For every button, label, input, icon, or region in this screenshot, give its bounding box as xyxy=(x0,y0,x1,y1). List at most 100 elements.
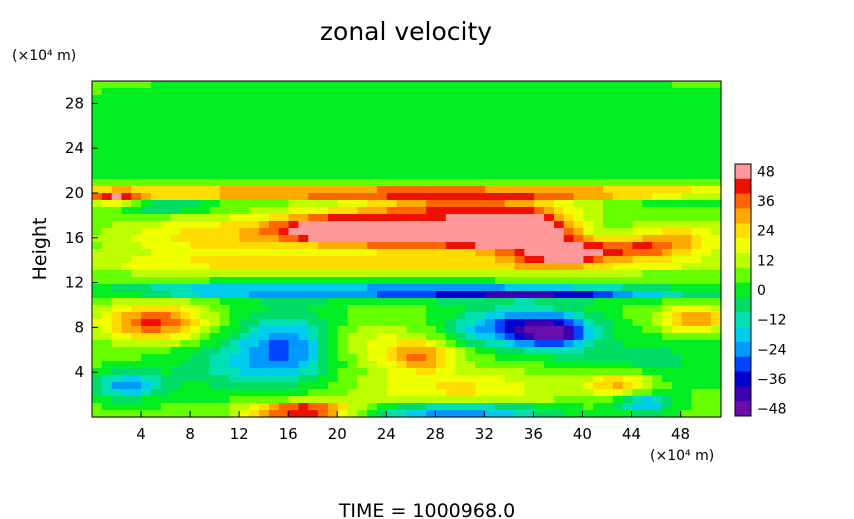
heatmap-cell xyxy=(426,368,437,376)
heatmap-cell xyxy=(239,165,250,173)
heatmap-cell xyxy=(209,116,221,124)
heatmap-cell xyxy=(249,102,260,110)
heatmap-cell xyxy=(101,361,113,369)
heatmap-cell xyxy=(288,179,299,187)
heatmap-cell xyxy=(288,144,299,152)
heatmap-cell xyxy=(131,95,142,103)
heatmap-cell xyxy=(504,368,516,376)
heatmap-cell xyxy=(445,172,457,180)
heatmap-cell xyxy=(662,249,673,257)
heatmap-cell xyxy=(298,95,309,103)
heatmap-cell xyxy=(711,389,722,397)
heatmap-cell xyxy=(652,326,663,334)
heatmap-cell xyxy=(92,214,103,222)
heatmap-cell xyxy=(150,305,162,313)
heatmap-cell xyxy=(445,270,457,278)
heatmap-cell xyxy=(180,291,191,299)
heatmap-cell xyxy=(200,200,211,208)
heatmap-cell xyxy=(455,158,467,166)
heatmap-cell xyxy=(406,361,417,369)
heatmap-cell xyxy=(347,123,358,131)
heatmap-cell xyxy=(386,130,398,138)
heatmap-cell xyxy=(268,382,280,390)
heatmap-cell xyxy=(445,179,457,187)
heatmap-cell xyxy=(160,340,172,348)
heatmap-cell xyxy=(514,193,526,201)
heatmap-cell xyxy=(632,284,643,292)
heatmap-cell xyxy=(278,158,290,166)
heatmap-cell xyxy=(514,396,526,404)
heatmap-cell xyxy=(111,179,123,187)
heatmap-cell xyxy=(475,263,486,271)
heatmap-cell xyxy=(445,410,457,418)
heatmap-cell xyxy=(711,270,722,278)
heatmap-cell xyxy=(553,88,565,96)
heatmap-cell xyxy=(642,179,653,187)
heatmap-cell xyxy=(573,291,585,299)
heatmap-cell xyxy=(514,333,526,341)
heatmap-cell xyxy=(92,298,103,306)
heatmap-cell xyxy=(622,186,634,194)
heatmap-cell xyxy=(111,305,123,313)
heatmap-cell xyxy=(347,284,358,292)
heatmap-cell xyxy=(249,368,260,376)
heatmap-cell xyxy=(101,410,113,418)
heatmap-cell xyxy=(632,102,643,110)
heatmap-cell xyxy=(337,354,349,362)
heatmap-cell xyxy=(101,263,113,271)
heatmap-cell xyxy=(259,130,270,138)
heatmap-cell xyxy=(711,88,722,96)
heatmap-cell xyxy=(249,389,260,397)
heatmap-cell xyxy=(170,249,182,257)
heatmap-cell xyxy=(435,410,447,418)
heatmap-cell xyxy=(239,207,250,215)
heatmap-cell xyxy=(485,172,496,180)
heatmap-cell xyxy=(318,277,329,285)
heatmap-cell xyxy=(367,130,378,138)
heatmap-cell xyxy=(180,270,191,278)
heatmap-cell xyxy=(475,319,486,327)
heatmap-cell xyxy=(445,137,457,145)
heatmap-cell xyxy=(170,305,182,313)
heatmap-cell xyxy=(308,109,319,117)
heatmap-cell xyxy=(396,291,408,299)
heatmap-cell xyxy=(544,165,555,173)
heatmap-cell xyxy=(622,242,634,250)
heatmap-cell xyxy=(357,130,368,138)
heatmap-cell xyxy=(200,144,211,152)
heatmap-cell xyxy=(553,298,565,306)
heatmap-cell xyxy=(278,270,290,278)
heatmap-cell xyxy=(573,389,585,397)
heatmap-cell xyxy=(249,242,260,250)
heatmap-cell xyxy=(150,319,162,327)
heatmap-cell xyxy=(111,249,123,257)
heatmap-cell xyxy=(691,361,702,369)
heatmap-cell xyxy=(396,361,408,369)
heatmap-cell xyxy=(642,382,653,390)
heatmap-cell xyxy=(603,319,614,327)
heatmap-cell xyxy=(573,354,585,362)
heatmap-cell xyxy=(455,228,467,236)
heatmap-cell xyxy=(475,228,486,236)
heatmap-cell xyxy=(632,389,643,397)
heatmap-cell xyxy=(494,270,506,278)
heatmap-cell xyxy=(711,333,722,341)
heatmap-cell xyxy=(308,144,319,152)
heatmap-cell xyxy=(426,242,437,250)
heatmap-cell xyxy=(377,263,388,271)
heatmap-cell xyxy=(642,270,653,278)
heatmap-cell xyxy=(377,81,388,89)
heatmap-cell xyxy=(691,389,702,397)
heatmap-cell xyxy=(141,221,152,229)
heatmap-cell xyxy=(553,410,565,418)
x-tick-label: 44 xyxy=(622,425,641,443)
heatmap-cell xyxy=(170,235,182,243)
heatmap-cell xyxy=(435,312,447,320)
heatmap-cell xyxy=(701,116,712,124)
heatmap-cell xyxy=(671,298,683,306)
heatmap-cell xyxy=(426,347,437,355)
heatmap-cell xyxy=(249,158,260,166)
heatmap-cell xyxy=(229,151,241,159)
heatmap-cell xyxy=(347,172,358,180)
heatmap-cell xyxy=(377,396,388,404)
